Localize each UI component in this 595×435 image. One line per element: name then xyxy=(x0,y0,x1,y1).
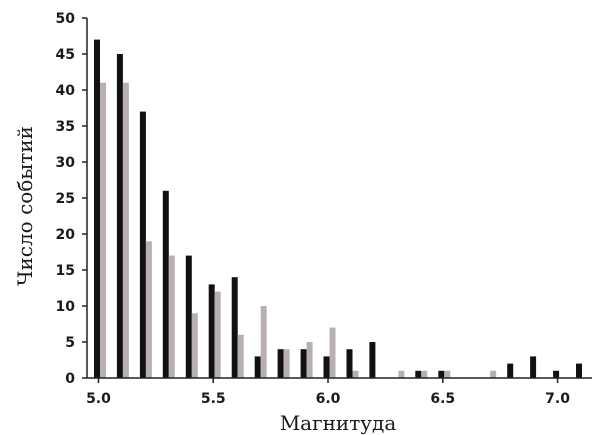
bar-series-1-1 xyxy=(116,54,123,378)
bar-series-2-10 xyxy=(329,327,336,378)
y-tick-label: 15 xyxy=(56,263,75,279)
bar-series-2-11 xyxy=(352,370,359,378)
bar-series-1-20 xyxy=(553,370,560,378)
y-tick-label: 35 xyxy=(56,119,75,135)
bar-series-2-6 xyxy=(237,334,244,378)
bar-series-1-9 xyxy=(300,349,307,378)
bar-series-2-4 xyxy=(191,313,198,378)
y-tick-label: 10 xyxy=(56,299,76,315)
bar-series-1-4 xyxy=(185,255,192,378)
bar-series-1-18 xyxy=(507,363,514,378)
y-tick-label: 50 xyxy=(56,11,76,27)
bar-series-2-0 xyxy=(100,82,106,379)
bar-series-1-6 xyxy=(231,277,238,378)
bar-series-2-13 xyxy=(398,370,405,378)
bar-series-1-5 xyxy=(208,284,215,378)
bar-series-2-5 xyxy=(214,291,221,378)
bar-series-2-2 xyxy=(145,241,152,378)
bar-series-2-8 xyxy=(283,349,290,378)
x-tick-label: 6.5 xyxy=(430,391,455,407)
bar-series-1-7 xyxy=(254,356,261,378)
y-tick-label: 30 xyxy=(56,155,76,171)
bar-series-1-3 xyxy=(162,190,169,378)
bar-series-2-17 xyxy=(490,370,497,378)
bar-series-1-12 xyxy=(369,342,376,378)
y-tick-label: 0 xyxy=(65,371,75,387)
bar-series-1-0 xyxy=(94,39,100,378)
x-tick-label: 5.5 xyxy=(201,391,226,407)
bar-group xyxy=(94,39,582,379)
x-tick-label: 5.0 xyxy=(86,391,111,407)
x-tick-label: 7.0 xyxy=(545,391,570,407)
bar-series-1-10 xyxy=(323,356,330,378)
x-tick-group: 5.0 5.5 6.0 6.5 7.0 xyxy=(86,378,570,407)
bar-series-2-15 xyxy=(444,370,451,378)
bar-series-1-11 xyxy=(346,349,353,378)
y-axis-title: Число событий xyxy=(13,126,37,286)
bar-series-1-21 xyxy=(576,363,582,378)
y-tick-label: 45 xyxy=(56,47,75,63)
x-tick-label: 6.0 xyxy=(316,391,341,407)
y-tick-label: 40 xyxy=(56,83,76,99)
bar-series-1-8 xyxy=(277,349,284,378)
bar-series-1-14 xyxy=(415,370,422,378)
y-tick-group: 0 5 10 15 20 25 30 35 40 45 50 xyxy=(56,11,87,387)
y-tick-label: 20 xyxy=(56,227,76,243)
x-axis-title: Магнитуда xyxy=(280,411,397,435)
bar-series-2-9 xyxy=(306,342,313,378)
bar-series-1-2 xyxy=(139,111,146,378)
bar-series-2-3 xyxy=(168,255,175,378)
bar-series-1-15 xyxy=(438,370,445,378)
bar-series-2-14 xyxy=(421,370,428,378)
bar-series-1-19 xyxy=(530,356,537,378)
y-tick-label: 25 xyxy=(56,191,75,207)
bar-series-2-7 xyxy=(260,306,267,378)
bar-series-2-1 xyxy=(122,82,129,379)
y-tick-label: 5 xyxy=(65,335,75,351)
